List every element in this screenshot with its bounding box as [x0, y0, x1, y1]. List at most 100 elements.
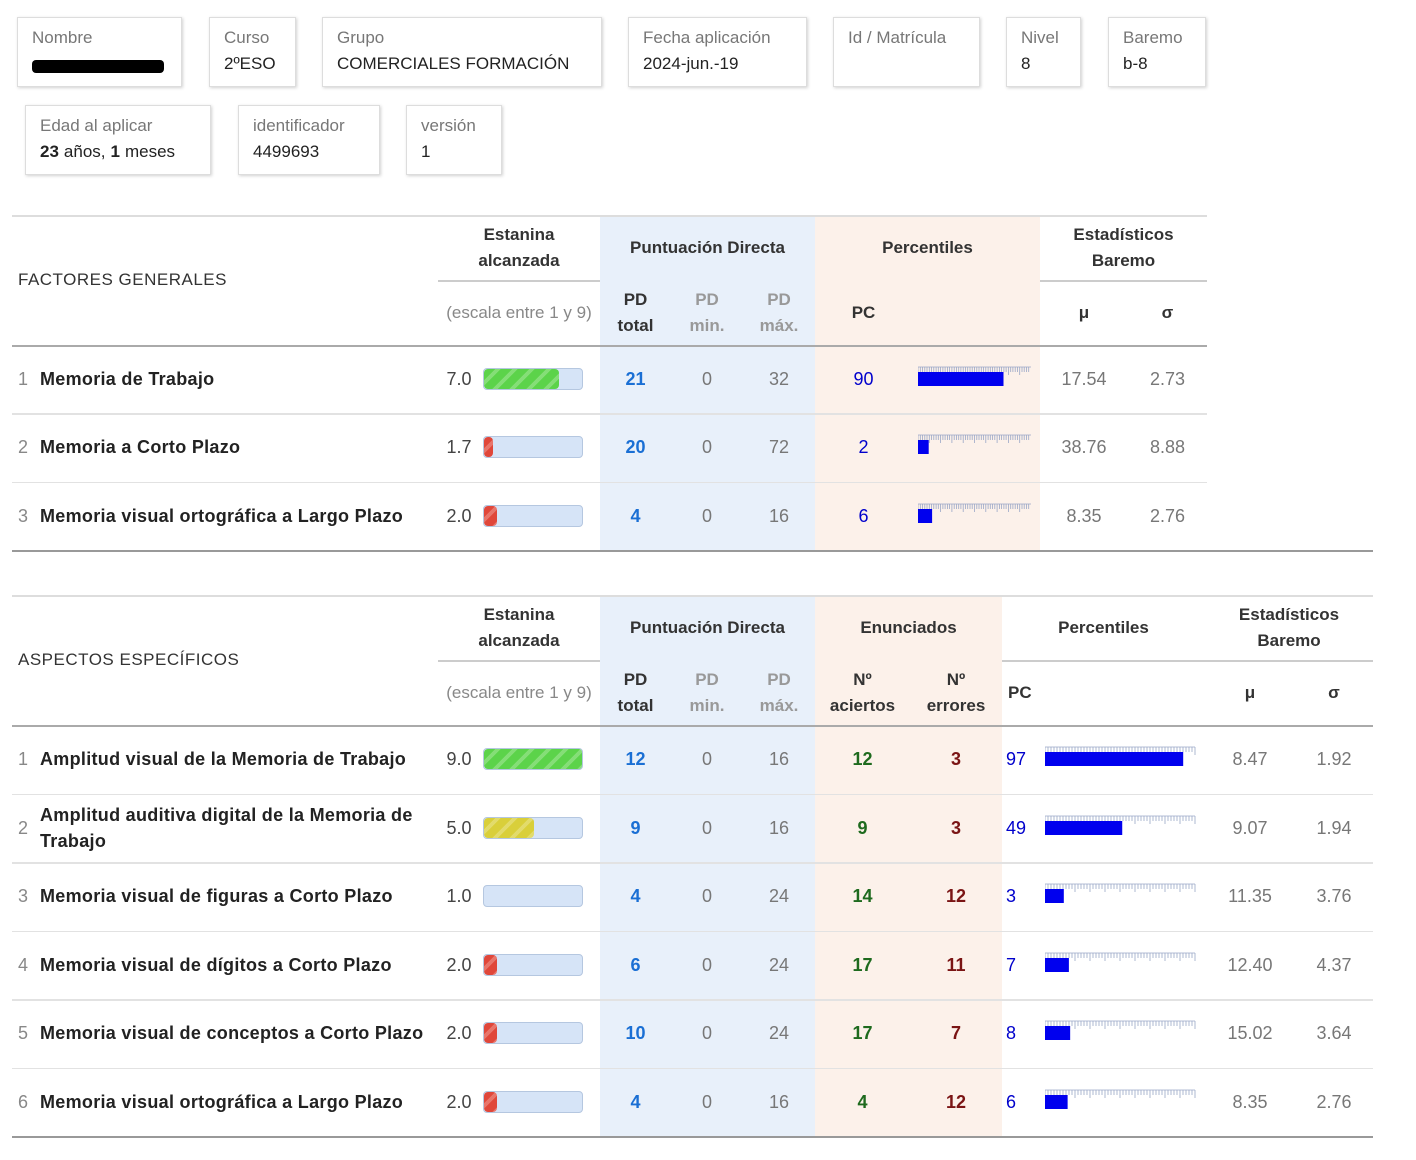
- hits: 17: [852, 1023, 873, 1044]
- stanine-track: [483, 1022, 583, 1045]
- errors: 3: [950, 749, 961, 770]
- age-part: años,: [63, 142, 106, 161]
- pd-min: 0: [701, 1091, 712, 1112]
- info-box: Nombre: [17, 17, 182, 87]
- header: Estanina alcanzada: [478, 224, 560, 270]
- sub-header: PD total: [617, 669, 654, 715]
- stanine-value: 1.0: [446, 886, 472, 907]
- pd-max: 72: [768, 437, 790, 458]
- sd: 3.76: [1316, 886, 1352, 907]
- rule: [12, 1067, 1373, 1069]
- stanine-value: 2.0: [446, 954, 472, 975]
- sd: 2.76: [1316, 1091, 1352, 1112]
- errors: 12: [945, 886, 967, 907]
- info-label: Curso: [224, 28, 270, 47]
- pd-min: 0: [701, 886, 712, 907]
- header-note: (escala entre 1 y 9): [446, 682, 592, 702]
- rule: [438, 280, 600, 282]
- hits: 12: [852, 749, 873, 770]
- row-name: Memoria visual ortográfica a Largo Plazo: [40, 1091, 404, 1112]
- header: Enunciados: [860, 617, 957, 637]
- hits: 14: [852, 886, 873, 907]
- info-value: 2ºESO: [224, 54, 276, 73]
- row-name: Amplitud visual de la Memoria de Trabajo: [40, 749, 407, 770]
- info-label: versión: [421, 116, 476, 135]
- stanine-track: [483, 368, 583, 390]
- sd: 2.76: [1149, 505, 1186, 526]
- header: Percentiles: [1058, 617, 1149, 637]
- mean: 38.76: [1061, 437, 1107, 458]
- pc-value: 49: [1006, 817, 1027, 838]
- header: Percentiles: [882, 237, 973, 257]
- row-name: Amplitud auditiva digital de la Memoria …: [40, 804, 413, 851]
- sub-header: PC: [851, 302, 876, 322]
- rule: [12, 725, 1373, 727]
- ruler-ticks: [918, 503, 1031, 512]
- stanine-bar: [484, 437, 493, 458]
- pd-max: 16: [768, 749, 790, 770]
- pd-min: 0: [701, 817, 712, 838]
- rule: [12, 345, 1207, 347]
- info-box: versión 1: [406, 105, 502, 175]
- pc-value: 90: [853, 369, 874, 389]
- stanine-value: 7.0: [446, 369, 472, 389]
- mean: 8.47: [1232, 749, 1268, 770]
- row-number: 6: [17, 1091, 28, 1112]
- hits: 9: [857, 817, 868, 838]
- info-box: Edad al aplicar 23 años, 1 meses: [25, 105, 211, 175]
- pc-value: 8: [1006, 1023, 1017, 1044]
- sub-header: PC: [1008, 682, 1032, 702]
- info-value: COMERCIALES FORMACIÓN: [337, 54, 570, 73]
- stanine-bar: [484, 1091, 497, 1112]
- stanine-bar: [484, 817, 534, 838]
- sub-header: PD min.: [689, 289, 725, 335]
- stanine-bar: [484, 369, 559, 389]
- info-box: identificador 4499693: [238, 105, 380, 175]
- stanine-value: 9.0: [446, 749, 472, 770]
- rule: [1002, 660, 1373, 662]
- pd-bg: [600, 215, 815, 550]
- row-name: Memoria visual de dígitos a Corto Plazo: [40, 954, 392, 975]
- sub-header: μ: [1244, 682, 1256, 702]
- stanine-track: [483, 504, 583, 527]
- pd-min: 0: [701, 369, 712, 389]
- info-box: Grupo COMERCIALES FORMACIÓN: [322, 17, 602, 87]
- row-number: 4: [17, 954, 28, 975]
- mean: 11.35: [1228, 886, 1272, 907]
- sd: 8.88: [1149, 437, 1186, 458]
- rule: [12, 930, 1373, 932]
- sub-header: μ: [1078, 302, 1090, 322]
- percentile-ruler: [918, 366, 1031, 386]
- stanine-bar: [484, 749, 582, 770]
- info-label: Nivel: [1021, 28, 1059, 47]
- stanine-value: 2.0: [446, 1023, 472, 1044]
- rule: [1040, 280, 1207, 282]
- info-value: 23 años, 1 meses: [40, 142, 175, 162]
- redaction: [32, 60, 164, 73]
- rule: [12, 550, 1373, 552]
- row-number: 5: [17, 1023, 28, 1044]
- percentile-bar: [918, 372, 1004, 386]
- row-number: 2: [17, 437, 28, 458]
- stanine-value: 5.0: [446, 817, 472, 838]
- section-title: ASPECTOS ESPECÍFICOS: [18, 650, 240, 669]
- info-box: Baremo b-8: [1108, 17, 1206, 87]
- stanine-value: 1.7: [446, 437, 472, 458]
- sub-header: Nº aciertos: [829, 669, 896, 715]
- percentile-bar: [1045, 752, 1184, 767]
- sd: 3.64: [1316, 1023, 1352, 1044]
- stanine-value: 2.0: [446, 1091, 472, 1112]
- stanine-track: [483, 1090, 583, 1113]
- percentile-ruler: [1045, 883, 1196, 904]
- info-label: Nombre: [32, 28, 93, 47]
- pd-max: 24: [768, 1023, 790, 1044]
- percentile-bar: [1045, 889, 1064, 904]
- header: Estadísticos Baremo: [1073, 224, 1174, 270]
- sd: 1.94: [1316, 817, 1352, 838]
- header: Estanina alcanzada: [478, 604, 560, 650]
- rule: [12, 999, 1373, 1001]
- age-part: 1: [110, 142, 120, 161]
- pd-total: 10: [625, 1023, 646, 1044]
- row-number: 1: [17, 749, 28, 770]
- percentile-bar: [1045, 1026, 1071, 1041]
